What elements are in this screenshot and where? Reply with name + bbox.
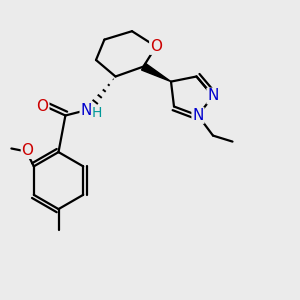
Text: O: O	[37, 99, 49, 114]
Text: N: N	[192, 108, 204, 123]
Text: H: H	[92, 106, 102, 120]
Text: N: N	[80, 103, 92, 118]
Text: N: N	[207, 88, 219, 104]
Text: O: O	[150, 39, 162, 54]
Text: O: O	[22, 143, 34, 158]
Polygon shape	[142, 63, 171, 82]
